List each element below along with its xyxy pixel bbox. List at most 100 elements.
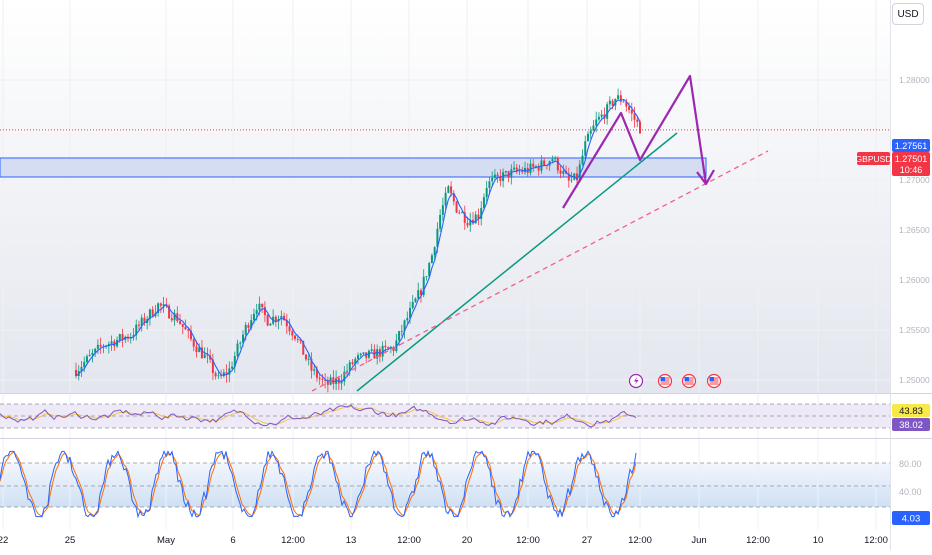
candle-body	[430, 255, 433, 264]
time-tick-label: 12:00	[397, 535, 421, 546]
candle-body	[403, 320, 406, 332]
candle-body	[225, 372, 228, 375]
rsi-pane[interactable]	[0, 403, 890, 429]
candle-body	[211, 359, 214, 374]
candle-body	[441, 205, 444, 215]
currency-button[interactable]: USD	[892, 3, 924, 25]
stochastic-pane[interactable]	[0, 449, 890, 519]
candle-body	[310, 359, 313, 371]
candle-body	[231, 366, 234, 369]
rsi-ma-line	[0, 406, 637, 425]
candle-body	[135, 324, 138, 336]
candle-body	[291, 331, 294, 336]
candle-body	[392, 347, 395, 351]
stoch-k-line	[0, 449, 637, 519]
time-tick-label: 25	[65, 535, 76, 546]
candle-body	[222, 372, 225, 377]
price-axis[interactable]: 1.28000 1.27000 1.26500 1.26000 1.25500 1.250…	[899, 75, 930, 385]
candle-body	[148, 309, 151, 320]
candle-body	[597, 116, 600, 120]
candle-body	[439, 214, 442, 229]
candle-body	[315, 369, 318, 378]
rsi-line	[0, 404, 637, 428]
candle-body	[630, 109, 633, 114]
candle-body	[617, 95, 620, 99]
candle-body	[444, 192, 447, 206]
candle-body	[294, 335, 297, 339]
candle-body	[619, 95, 622, 102]
candle-body	[510, 169, 513, 178]
candle-body	[461, 212, 464, 214]
candle-body	[491, 177, 494, 182]
horizontal-grid	[0, 79, 890, 381]
candle-body	[521, 170, 524, 173]
support-zone[interactable]	[0, 157, 707, 178]
candle-body	[611, 100, 614, 106]
lightning-icon[interactable]	[628, 373, 644, 389]
time-axis-background[interactable]	[0, 530, 932, 550]
candle-body	[570, 179, 573, 181]
candle-body	[425, 276, 428, 277]
candle-body	[532, 163, 535, 167]
candle-body	[488, 181, 491, 188]
candle-body	[636, 119, 639, 122]
candle-body	[83, 361, 86, 368]
candle-body	[302, 340, 305, 355]
candle-body	[502, 172, 505, 182]
candle-body	[376, 349, 379, 359]
trendline[interactable]	[356, 132, 678, 392]
candle-body	[269, 323, 272, 326]
candle-body	[236, 343, 239, 357]
candle-body	[482, 197, 485, 209]
price-axis-background[interactable]	[890, 0, 932, 530]
candle-body	[255, 310, 258, 314]
vertical-grid	[2, 0, 877, 530]
candle-body	[299, 339, 302, 341]
stoch-upper-label: 80.00	[899, 459, 922, 469]
projection-path[interactable]	[562, 74, 708, 209]
candle-body	[357, 355, 359, 359]
dashed-trendline[interactable]	[311, 150, 769, 392]
candle-body	[80, 367, 83, 371]
candle-body	[189, 330, 192, 340]
candle-body	[628, 106, 631, 110]
candle-body	[586, 133, 589, 142]
us-flag-icon[interactable]	[657, 373, 673, 389]
candle-body	[91, 352, 94, 356]
candle-body	[529, 163, 532, 173]
candle-body	[162, 304, 165, 306]
time-tick-label: 10	[813, 535, 824, 546]
candle-body	[595, 119, 598, 126]
time-tick-label: 12:00	[628, 535, 652, 546]
candle-body	[326, 380, 329, 385]
candle-body	[581, 155, 584, 165]
time-tick-label: 22	[0, 535, 8, 546]
candle-body	[85, 356, 88, 362]
candle-body	[168, 305, 171, 319]
candle-body	[192, 339, 195, 347]
candle-body	[606, 104, 609, 119]
candle-body	[633, 113, 636, 120]
price-tick-label: 1.25000	[899, 375, 930, 385]
time-axis[interactable]: 22 25 May 6 12:00 13 12:00 20 12:00 27 12:00 Jun 12:…	[0, 535, 888, 546]
candle-body	[242, 334, 245, 343]
candle-body	[214, 373, 217, 377]
candle-body	[170, 318, 173, 321]
candle-body	[433, 247, 436, 256]
candle-body	[436, 228, 439, 248]
last-price-label: 1.27561	[895, 141, 928, 151]
stoch-value-label: 4.03	[902, 514, 921, 525]
event-icons[interactable]	[628, 373, 722, 389]
us-flag-icon[interactable]	[706, 373, 722, 389]
us-flag-icon[interactable]	[681, 373, 697, 389]
candle-body	[450, 186, 453, 194]
candle-body	[447, 186, 450, 193]
candle-body	[499, 176, 502, 182]
candle-body	[173, 313, 176, 321]
candle-body	[266, 315, 269, 326]
candle-body	[280, 315, 283, 320]
candle-body	[409, 308, 412, 318]
arrow-head-icon	[696, 169, 715, 186]
candle-body	[228, 368, 231, 375]
